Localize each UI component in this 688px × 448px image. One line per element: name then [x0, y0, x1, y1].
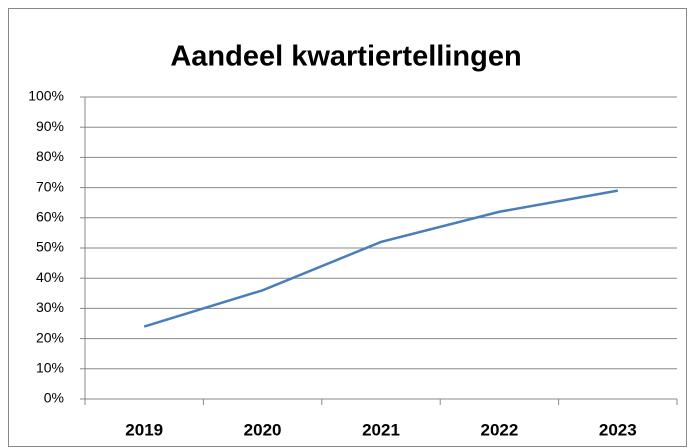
y-tick-label: 20%: [36, 329, 64, 345]
x-tick-label: 2023: [599, 420, 637, 439]
chart-border: [8, 8, 687, 447]
x-tick-label: 2022: [480, 420, 518, 439]
y-tick-label: 50%: [36, 239, 64, 255]
x-tick-label: 2021: [362, 420, 400, 439]
y-tick-label: 10%: [36, 360, 64, 376]
y-tick-label: 100%: [28, 88, 64, 104]
y-tick-label: 40%: [36, 269, 64, 285]
chart-title: Aandeel kwartiertellingen: [170, 41, 521, 73]
y-tick-label: 70%: [36, 178, 64, 194]
x-tick-label: 2020: [244, 420, 282, 439]
x-tick-label: 2019: [125, 420, 163, 439]
y-tick-label: 30%: [36, 299, 64, 315]
y-tick-label: 80%: [36, 148, 64, 164]
y-tick-label: 90%: [36, 118, 64, 134]
line-series: [143, 189, 619, 328]
y-tick-label: 60%: [36, 209, 64, 225]
y-tick-label: 0%: [44, 390, 64, 406]
